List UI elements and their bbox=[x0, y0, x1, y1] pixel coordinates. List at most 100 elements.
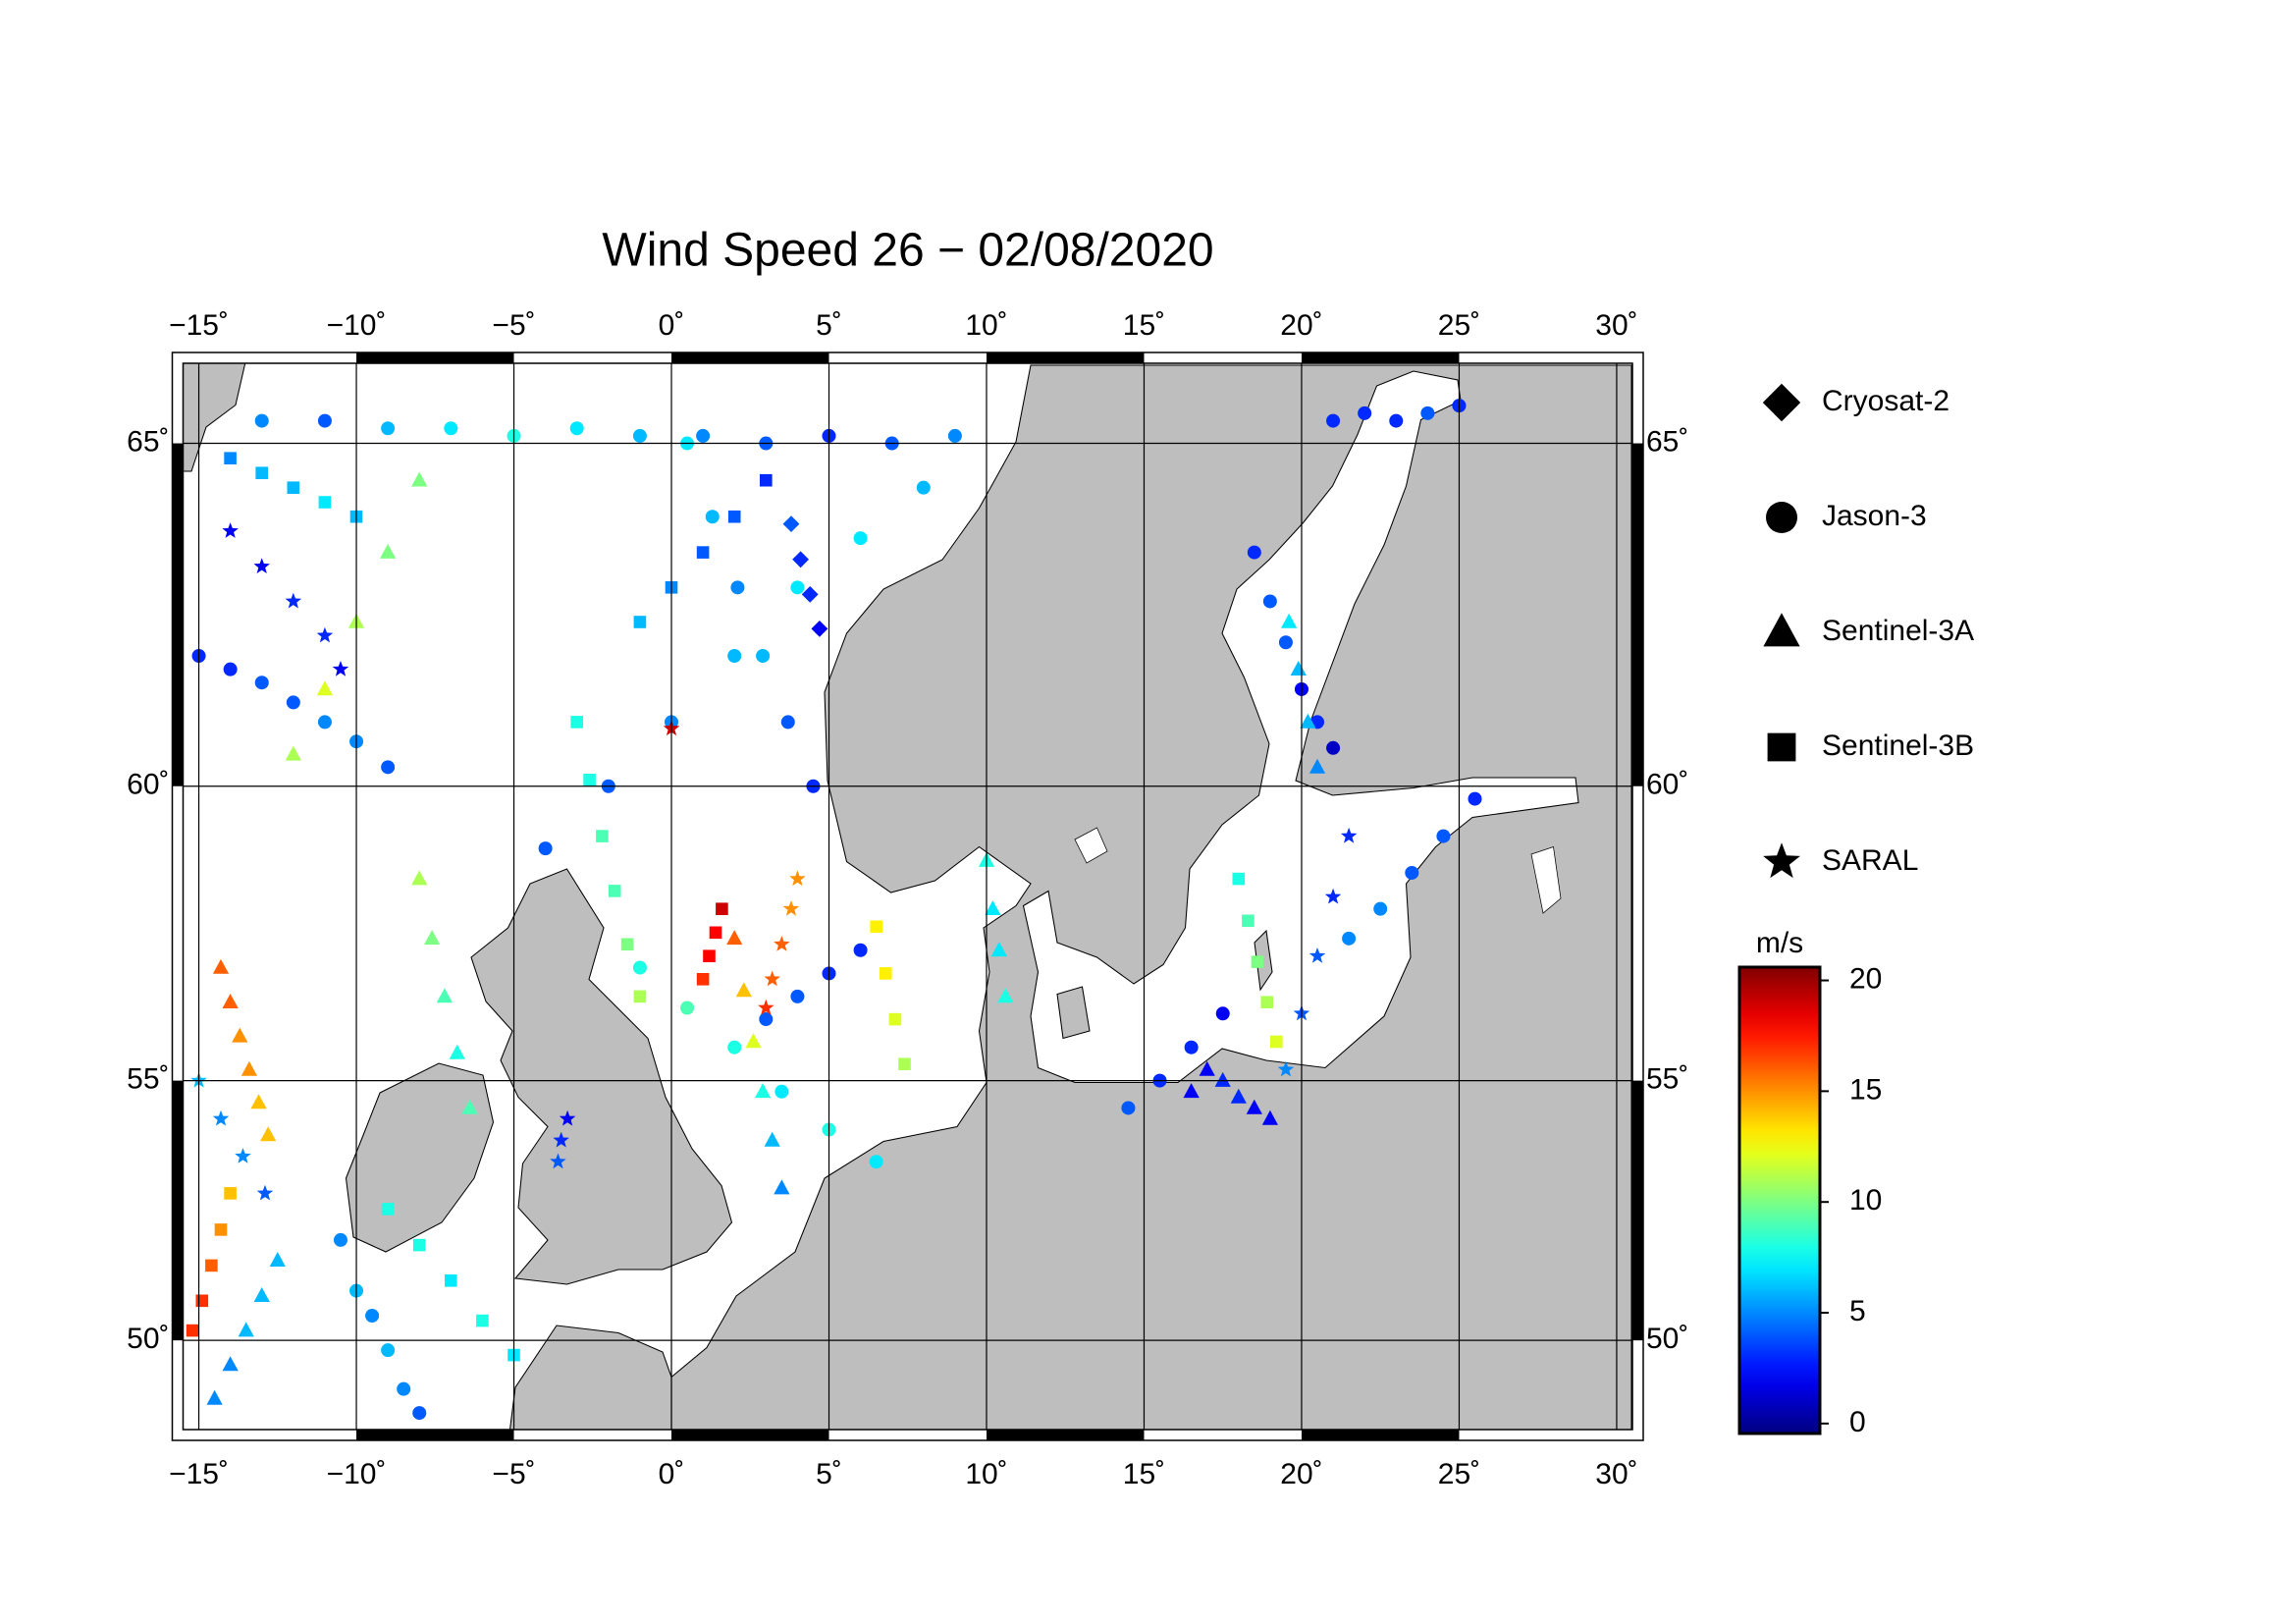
land-europe-east bbox=[670, 364, 1632, 1430]
x-tick-label-top: 0˚ bbox=[659, 309, 685, 342]
legend-label: SARAL bbox=[1822, 844, 1918, 877]
lake bbox=[1530, 846, 1562, 914]
wind-point bbox=[756, 649, 771, 664]
x-tick-label-bottom: 15˚ bbox=[1123, 1458, 1165, 1490]
legend-marker bbox=[1766, 502, 1797, 533]
frame-outer bbox=[171, 352, 1644, 1441]
wind-point bbox=[381, 1203, 395, 1216]
wind-point bbox=[1230, 1088, 1247, 1104]
land-france bbox=[508, 1325, 672, 1430]
wind-point bbox=[553, 1131, 569, 1148]
wind-point bbox=[1261, 1109, 1278, 1125]
wind-point bbox=[444, 421, 458, 436]
wind-point bbox=[1324, 888, 1342, 904]
wind-point bbox=[222, 1356, 239, 1372]
wind-point bbox=[1290, 661, 1307, 676]
wind-point bbox=[774, 1179, 790, 1195]
wind-point bbox=[365, 1309, 380, 1324]
wind-point bbox=[801, 586, 819, 603]
wind-point bbox=[260, 1126, 277, 1142]
wind-point bbox=[254, 676, 269, 690]
wind-point bbox=[632, 428, 647, 443]
legend-marker bbox=[1762, 383, 1801, 422]
wind-point bbox=[1251, 955, 1264, 968]
wind-point bbox=[727, 649, 742, 664]
colorbar bbox=[1737, 965, 1822, 1435]
wind-point bbox=[224, 452, 237, 464]
x-tick-label-bottom: −15˚ bbox=[169, 1458, 229, 1490]
x-tick-label-top: 25˚ bbox=[1438, 309, 1480, 342]
wind-point bbox=[758, 999, 774, 1015]
wind-point bbox=[1270, 1035, 1283, 1049]
wind-point bbox=[1308, 758, 1326, 774]
y-tick-label-left: 50˚ bbox=[127, 1323, 169, 1355]
wind-point bbox=[222, 994, 239, 1008]
land-britain bbox=[470, 868, 733, 1285]
colorbar-tick-label: 10 bbox=[1849, 1184, 1882, 1217]
wind-point bbox=[1436, 829, 1451, 843]
wind-point bbox=[461, 1099, 478, 1114]
wind-point bbox=[235, 1148, 251, 1163]
frame-band bbox=[1632, 443, 1643, 786]
frame-band bbox=[1301, 352, 1460, 363]
wind-point bbox=[811, 621, 828, 637]
wind-point bbox=[412, 1406, 427, 1421]
wind-point bbox=[424, 930, 441, 946]
colorbar-tick-label: 20 bbox=[1849, 962, 1882, 995]
wind-point bbox=[759, 1012, 774, 1027]
wind-point bbox=[253, 558, 270, 573]
wind-point bbox=[633, 990, 647, 1003]
wind-point bbox=[1277, 1060, 1295, 1077]
wind-point bbox=[730, 580, 745, 595]
legend-marker bbox=[1763, 842, 1800, 879]
wind-point bbox=[411, 870, 428, 886]
legend-label: Sentinel-3A bbox=[1822, 615, 1974, 647]
frame-band bbox=[1632, 1080, 1643, 1341]
x-tick-label-top: 10˚ bbox=[965, 309, 1007, 342]
x-tick-label-top: −10˚ bbox=[327, 309, 387, 342]
frame-band bbox=[986, 1430, 1145, 1440]
frame-inner bbox=[182, 362, 1633, 1431]
wind-point bbox=[569, 421, 584, 436]
wind-point bbox=[1215, 1006, 1230, 1021]
wind-point bbox=[1340, 827, 1358, 843]
wind-point bbox=[782, 900, 800, 916]
wind-point bbox=[853, 531, 868, 546]
legend-marker bbox=[1767, 732, 1796, 762]
wind-point bbox=[195, 1294, 209, 1308]
frame-band bbox=[986, 352, 1145, 363]
frame-band bbox=[172, 443, 184, 786]
wind-point bbox=[764, 970, 780, 987]
wind-point bbox=[632, 960, 647, 975]
wind-point bbox=[538, 841, 553, 856]
wind-point bbox=[774, 1084, 789, 1099]
x-tick-label-bottom: −5˚ bbox=[492, 1458, 535, 1490]
wind-point bbox=[782, 515, 800, 532]
wind-point bbox=[223, 662, 238, 676]
wind-point bbox=[316, 626, 334, 643]
wind-point bbox=[790, 580, 805, 595]
wind-point bbox=[1420, 406, 1435, 420]
y-tick-label-left: 60˚ bbox=[127, 769, 169, 801]
colorbar-tick-label: 0 bbox=[1849, 1406, 1866, 1438]
wind-point bbox=[381, 760, 396, 775]
wind-point bbox=[680, 1001, 695, 1015]
wind-point bbox=[186, 1324, 199, 1337]
chart-title: Wind Speed 26 − 02/08/2020 bbox=[602, 225, 1213, 277]
frame-band bbox=[356, 1430, 514, 1440]
legend-marker bbox=[1763, 613, 1800, 647]
wind-point bbox=[232, 1027, 248, 1043]
wind-point bbox=[206, 1389, 223, 1405]
wind-point bbox=[790, 989, 805, 1003]
wind-point bbox=[381, 1343, 396, 1358]
wind-point bbox=[1262, 594, 1277, 609]
wind-point bbox=[745, 1033, 762, 1049]
wind-point bbox=[760, 473, 773, 487]
wind-point bbox=[696, 973, 710, 986]
x-tick-label-bottom: 25˚ bbox=[1438, 1458, 1480, 1490]
wind-point bbox=[696, 546, 710, 559]
frame-band bbox=[172, 1080, 184, 1341]
wind-point bbox=[792, 551, 809, 568]
y-tick-label-left: 55˚ bbox=[127, 1063, 169, 1096]
